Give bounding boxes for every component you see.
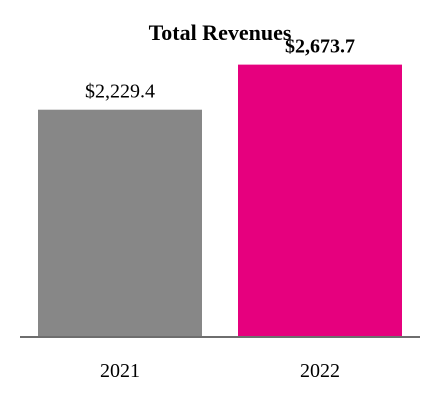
data-label-2022: $2,673.7 (285, 36, 355, 58)
data-label-2021: $2,229.4 (85, 81, 155, 103)
bars-group (38, 64, 402, 337)
chart-title: Total Revenues (149, 20, 292, 45)
bar-2021 (38, 109, 202, 336)
x-tick-label-2021: 2021 (100, 360, 140, 382)
x-tick-label-2022: 2022 (300, 360, 340, 382)
bar-2022 (238, 64, 402, 337)
